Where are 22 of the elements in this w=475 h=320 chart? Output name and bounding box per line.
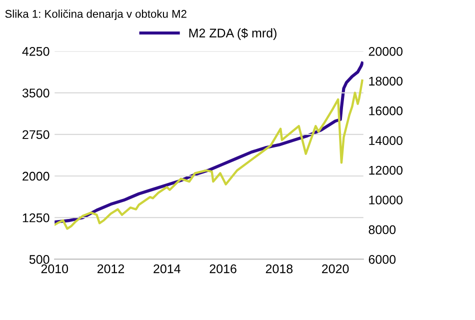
y2-tick-label: 16000 [369,106,403,116]
x-tick-label: 2010 [41,264,68,274]
x-tick-label: 2012 [97,264,124,274]
y-tick-label: 2000 [22,172,50,181]
x-tick-label: 2018 [266,264,293,274]
y-tick-label: 2750 [22,130,50,140]
x-tick-label: 2020 [322,264,349,274]
y-tick-label: 1250 [22,213,50,222]
y2-tick-label: 14000 [369,136,403,145]
y2-tick-label: 8000 [368,225,396,234]
y2-tick-label: 6000 [368,255,396,264]
y-tick-label: 3500 [22,88,50,98]
y-tick-label: 500 [29,255,50,264]
y-tick-label: 4250 [22,47,50,56]
x-tick-label: 2016 [210,264,236,274]
y2-tick-label: 12000 [369,166,403,175]
y2-tick-label: 10000 [369,196,403,204]
chart-title: Slika 1: Količina denarja v obtoku M2 [5,10,186,20]
y2-tick-label: 20000 [368,47,403,56]
legend-label: M2 ZDA ($ mrd) [189,28,276,40]
y2-tick-label: 18000 [369,76,403,86]
x-tick-label: 2014 [154,264,180,274]
